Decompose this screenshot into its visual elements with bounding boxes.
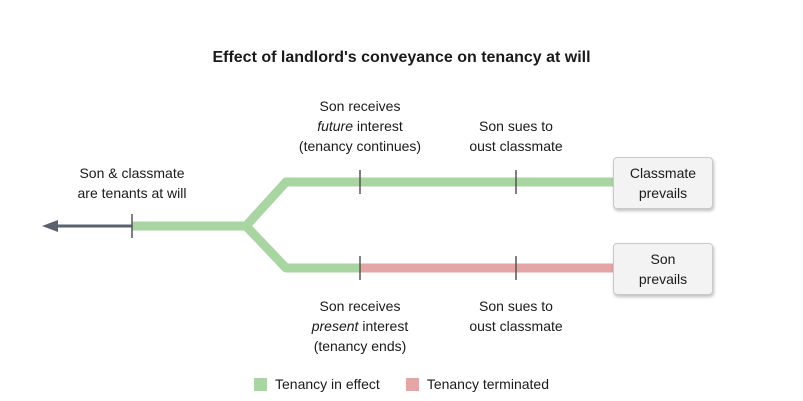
- timeline-arrow-head: [42, 220, 58, 232]
- legend-item-in-effect: Tenancy in effect: [254, 376, 380, 392]
- lower-event-2-label: Son sues to oust classmate: [469, 298, 563, 334]
- outcome-classmate-prevails: Classmate prevails: [613, 157, 713, 209]
- lower-branch-green: [242, 222, 360, 273]
- upper-branch-line: [242, 177, 613, 230]
- lower-event-1-label: Son receives present interest (tenancy e…: [311, 298, 409, 354]
- outcome-son-prevails: Son prevails: [613, 243, 713, 295]
- upper-event-1-label: Son receives future interest (tenancy co…: [298, 98, 422, 154]
- legend-item-terminated: Tenancy terminated: [405, 376, 549, 392]
- start-label: Son & classmate are tenants at will: [77, 165, 187, 201]
- upper-event-2-label: Son sues to oust classmate: [469, 118, 563, 154]
- legend: Tenancy in effect Tenancy terminated: [0, 376, 803, 392]
- diagram-title: Effect of landlord's conveyance on tenan…: [212, 49, 591, 66]
- legend-swatch-green: [254, 377, 267, 391]
- legend-swatch-red: [405, 377, 419, 391]
